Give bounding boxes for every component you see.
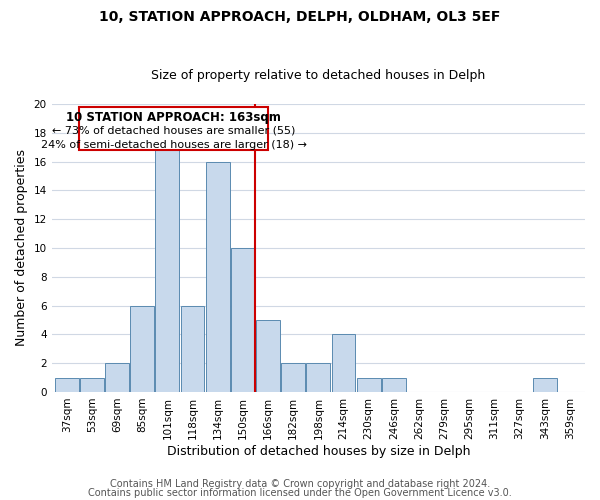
Text: ← 73% of detached houses are smaller (55): ← 73% of detached houses are smaller (55… bbox=[52, 126, 295, 136]
Text: 10, STATION APPROACH, DELPH, OLDHAM, OL3 5EF: 10, STATION APPROACH, DELPH, OLDHAM, OL3… bbox=[100, 10, 500, 24]
Bar bbox=[55, 378, 79, 392]
X-axis label: Distribution of detached houses by size in Delph: Distribution of detached houses by size … bbox=[167, 444, 470, 458]
Bar bbox=[206, 162, 230, 392]
Title: Size of property relative to detached houses in Delph: Size of property relative to detached ho… bbox=[151, 69, 485, 82]
Bar bbox=[105, 363, 129, 392]
Bar bbox=[130, 306, 154, 392]
Bar bbox=[155, 147, 179, 392]
Bar bbox=[256, 320, 280, 392]
Bar bbox=[356, 378, 380, 392]
Bar bbox=[231, 248, 255, 392]
Bar bbox=[80, 378, 104, 392]
Y-axis label: Number of detached properties: Number of detached properties bbox=[15, 150, 28, 346]
Text: 10 STATION APPROACH: 163sqm: 10 STATION APPROACH: 163sqm bbox=[66, 111, 281, 124]
Bar bbox=[307, 363, 330, 392]
Bar bbox=[181, 306, 205, 392]
Bar bbox=[382, 378, 406, 392]
Bar bbox=[332, 334, 355, 392]
Bar bbox=[281, 363, 305, 392]
FancyBboxPatch shape bbox=[79, 107, 268, 150]
Text: Contains public sector information licensed under the Open Government Licence v3: Contains public sector information licen… bbox=[88, 488, 512, 498]
Text: Contains HM Land Registry data © Crown copyright and database right 2024.: Contains HM Land Registry data © Crown c… bbox=[110, 479, 490, 489]
Bar bbox=[533, 378, 557, 392]
Text: 24% of semi-detached houses are larger (18) →: 24% of semi-detached houses are larger (… bbox=[41, 140, 307, 150]
